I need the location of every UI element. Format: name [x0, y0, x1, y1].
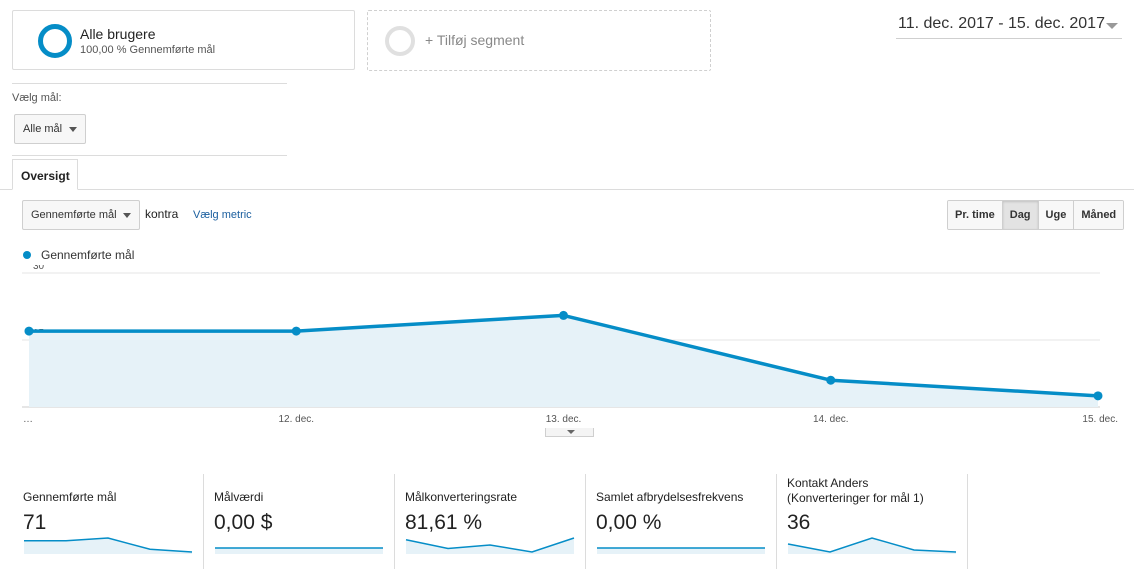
metric-tile[interactable]: Kontakt Anders (Konverteringer for mål 1… [777, 474, 959, 569]
add-segment-label: + Tilføj segment [425, 32, 525, 48]
legend-dot [23, 251, 31, 259]
metric-divider [967, 474, 968, 569]
metric-label: Gennemførte mål [23, 490, 117, 504]
collapse-chart-button[interactable] [545, 428, 594, 437]
tab-overview-label: Oversigt [21, 169, 70, 183]
sparkline [597, 547, 765, 554]
sparkline-area [215, 548, 383, 554]
sparkline-area [597, 548, 765, 554]
metric-tile[interactable]: Målkonverteringsrate 81,61 % [395, 474, 577, 569]
metric-divider [394, 474, 395, 569]
granularity-hour-button[interactable]: Pr. time [948, 201, 1003, 229]
sparkline [405, 537, 575, 554]
x-tick-label: 14. dec. [813, 414, 849, 425]
metric-label: Samlet afbrydelsesfrekvens [596, 490, 744, 504]
granularity-toggle: Pr. time Dag Uge Måned [947, 200, 1125, 230]
metric-value: 71 [23, 511, 47, 534]
sparkline-line [405, 537, 575, 553]
sparkline [787, 537, 957, 554]
data-point [291, 326, 301, 336]
granularity-week-button[interactable]: Uge [1038, 201, 1075, 229]
add-segment-button[interactable]: + Tilføj segment [367, 10, 711, 71]
segment-card-all-users[interactable]: Alle brugere 100,00 % Gennemførte mål [12, 10, 355, 70]
caret-down-icon [123, 213, 131, 218]
metric-select[interactable]: Gennemførte mål [22, 200, 140, 230]
sparkline-area [406, 538, 574, 554]
sparkline-line [24, 537, 193, 553]
sparkline-line [787, 537, 957, 553]
metric-divider [776, 474, 777, 569]
metric-divider [203, 474, 204, 569]
data-point [826, 375, 836, 385]
caret-down-icon [567, 430, 575, 434]
granularity-day-button[interactable]: Dag [1002, 201, 1039, 229]
metric-tile[interactable]: Målværdi 0,00 $ [204, 474, 386, 569]
sparkline-area [788, 538, 956, 554]
segment-subtitle: 100,00 % Gennemførte mål [80, 44, 216, 56]
tab-bar-line [0, 189, 1134, 190]
data-point [559, 310, 568, 320]
metric-value: 36 [787, 511, 811, 534]
chevron-down-icon [1106, 23, 1118, 29]
metric-label: Målværdi [214, 490, 264, 504]
data-point [24, 326, 34, 336]
metric-value: 0,00 % [596, 511, 662, 534]
metric-divider [585, 474, 586, 569]
segment-donut-icon [38, 24, 72, 58]
sparkline [215, 547, 383, 554]
divider [12, 155, 287, 156]
y-tick-label: 30 [33, 265, 45, 272]
segment-title: Alle brugere [80, 26, 156, 42]
date-range-picker[interactable]: 11. dec. 2017 - 15. dec. 2017 [896, 14, 1122, 39]
goal-select-value: Alle mål [23, 123, 63, 135]
empty-donut-icon [385, 26, 415, 56]
choose-metric-link[interactable]: Vælg metric [193, 209, 252, 221]
series-area [29, 315, 1098, 407]
x-tick-label: … [23, 414, 33, 425]
data-point [1093, 391, 1103, 401]
sparkline [24, 537, 193, 554]
metric-value: 0,00 $ [214, 511, 273, 534]
goal-select[interactable]: Alle mål [14, 114, 86, 144]
metric-label: Målkonverteringsrate [405, 490, 518, 504]
granularity-month-button[interactable]: Måned [1074, 201, 1124, 229]
metric-select-value: Gennemførte mål [31, 209, 117, 221]
caret-down-icon [69, 127, 77, 132]
goal-select-label: Vælg mål: [12, 92, 62, 104]
metric-tile[interactable]: Gennemførte mål 71 [13, 474, 195, 569]
versus-text: kontra [145, 207, 179, 221]
divider [12, 83, 287, 84]
x-tick-label: 13. dec. [546, 414, 582, 425]
metric-value: 81,61 % [405, 511, 483, 534]
metric-label: Kontakt Anders (Konverteringer for mål 1… [787, 476, 924, 505]
metric-tile[interactable]: Samlet afbrydelsesfrekvens 0,00 % [586, 474, 768, 569]
date-range-text: 11. dec. 2017 - 15. dec. 2017 [898, 15, 1105, 32]
tab-overview[interactable]: Oversigt [12, 159, 78, 190]
line-chart: 3015…12. dec.13. dec.14. dec.15. dec. [22, 265, 1118, 425]
x-tick-label: 12. dec. [278, 414, 314, 425]
legend-label: Gennemførte mål [41, 248, 135, 262]
x-tick-label: 15. dec. [1082, 414, 1118, 425]
